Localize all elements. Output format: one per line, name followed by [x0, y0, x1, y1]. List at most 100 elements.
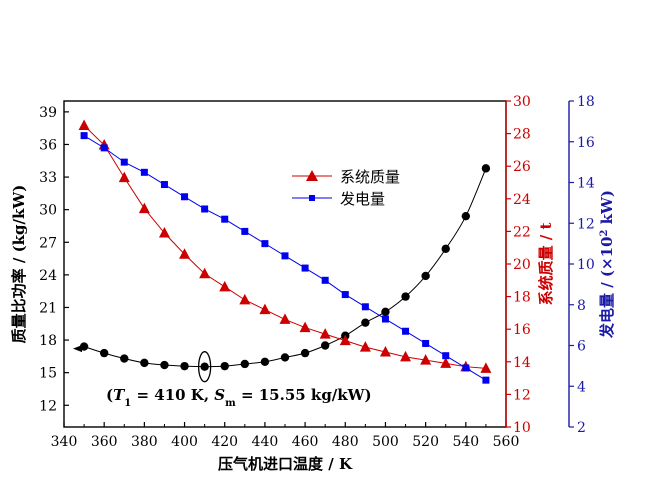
- data-point-system-mass: [199, 267, 211, 279]
- right-y-tick-label-power: 10: [577, 257, 595, 273]
- optimum-ellipse: [197, 351, 212, 383]
- data-point-power: [281, 252, 289, 260]
- right-y-tick-label-power: 12: [577, 216, 595, 232]
- left-y-tick-label: 30: [39, 203, 57, 219]
- optimum-annotation-text: (T1 = 410 K, Sm = 15.55 kg/kW): [106, 386, 372, 409]
- data-point-system-mass: [480, 362, 492, 373]
- data-point-specific-power: [160, 360, 169, 370]
- data-point-power: [442, 352, 450, 360]
- data-point-system-mass: [359, 341, 371, 352]
- left-y-tick-label: 18: [39, 333, 57, 349]
- data-point-power: [120, 158, 128, 166]
- legend-marker-triangle: [306, 170, 318, 181]
- right-y-tick-label-mass: 20: [513, 257, 531, 273]
- left-y-tick-label: 27: [39, 235, 57, 251]
- left-y-tick-label: 24: [39, 268, 57, 284]
- data-point-system-mass: [440, 357, 452, 368]
- data-point-system-mass: [339, 334, 351, 346]
- data-point-specific-power: [120, 354, 129, 363]
- right-y-tick-label-power: 6: [577, 339, 586, 355]
- left-y-tick-label: 36: [39, 137, 57, 153]
- data-point-specific-power: [481, 164, 491, 173]
- data-point-specific-power: [441, 244, 450, 253]
- left-y-tick-label: 39: [39, 105, 57, 121]
- right-y-tick-label-mass: 12: [513, 387, 531, 403]
- data-point-system-mass: [239, 293, 251, 305]
- plot-border: [63, 100, 507, 428]
- right-y-tick-label-mass: 10: [513, 420, 531, 436]
- right-y-tick-label-power: 4: [577, 379, 586, 395]
- optimum-annotation: (T1 = 410 K, Sm = 15.55 kg/kW): [106, 351, 372, 409]
- left-y-tick-label: 15: [39, 366, 57, 382]
- x-tick-label: 420: [211, 434, 238, 450]
- data-point-system-mass: [319, 328, 331, 339]
- data-point-power: [221, 215, 229, 223]
- data-point-system-mass: [118, 171, 130, 183]
- right-y-tick-label-mass: 30: [513, 94, 531, 110]
- x-tick-label: 340: [51, 434, 78, 450]
- right-y-tick-label-power: 8: [577, 298, 586, 314]
- data-point-system-mass: [400, 350, 412, 362]
- data-point-specific-power: [401, 292, 410, 301]
- data-point-specific-power: [361, 318, 370, 327]
- x-tick-label: 400: [171, 434, 198, 450]
- data-point-power: [361, 303, 369, 311]
- series-line-0: [83, 168, 487, 368]
- data-point-power: [140, 168, 148, 176]
- data-point-specific-power: [381, 307, 390, 317]
- data-point-system-mass: [420, 354, 432, 365]
- left-axis-arrow-head: [73, 345, 82, 353]
- data-point-power: [100, 144, 108, 152]
- data-point-power: [422, 339, 430, 347]
- data-point-specific-power: [200, 362, 209, 371]
- right-y-axis-title-power: 发电量 / (×102 kW): [598, 190, 616, 339]
- right-y-tick-label-mass: 26: [513, 159, 531, 175]
- data-point-system-mass: [259, 303, 271, 315]
- right-y-tick-label-power: 14: [577, 176, 595, 192]
- data-point-power: [80, 132, 88, 140]
- legend-label-mass: 系统质量: [340, 168, 400, 186]
- series-layer: [73, 119, 492, 384]
- right-y-tick-label-power: 18: [577, 94, 595, 110]
- x-tick-label: 560: [493, 434, 520, 450]
- x-axis-title: 压气机进口温度 / K: [218, 455, 353, 473]
- data-point-power: [462, 364, 470, 372]
- data-point-specific-power: [140, 358, 149, 368]
- right-y-tick-label-mass: 28: [513, 127, 531, 143]
- data-point-specific-power: [300, 348, 310, 358]
- plot-frame: 340 360 380 400 420 440 460 480 500 520 540 5601215…: [39, 94, 595, 450]
- x-tick-label: 480: [332, 434, 359, 450]
- legend: 系统质量 发电量: [292, 168, 400, 208]
- legend-label-power: 发电量: [340, 190, 385, 208]
- right-y-tick-label-mass: 14: [513, 355, 531, 371]
- data-point-specific-power: [240, 359, 250, 369]
- data-point-power: [482, 376, 490, 384]
- data-point-system-mass: [179, 248, 191, 259]
- data-point-power: [160, 181, 168, 189]
- data-point-system-mass: [299, 321, 311, 333]
- data-point-power: [181, 193, 189, 201]
- right-y-tick-label-mass: 18: [513, 290, 531, 306]
- x-tick-label: 500: [372, 434, 399, 450]
- data-point-system-mass: [279, 313, 291, 324]
- data-point-system-mass: [138, 202, 150, 214]
- right-y-tick-label-power: 16: [577, 135, 595, 151]
- data-point-power: [402, 327, 410, 335]
- data-point-power: [201, 205, 209, 213]
- data-point-specific-power: [260, 357, 270, 366]
- data-point-specific-power: [320, 341, 330, 350]
- left-y-tick-label: 12: [39, 398, 57, 414]
- x-tick-label: 540: [452, 434, 479, 450]
- data-point-specific-power: [461, 211, 471, 221]
- x-tick-label: 380: [131, 434, 158, 450]
- x-tick-label: 360: [91, 434, 118, 450]
- series-line-1: [83, 125, 486, 369]
- right-y-tick-label-mass: 16: [513, 322, 531, 338]
- right-y-axis-title-mass: 系统质量 / t: [537, 223, 555, 306]
- data-point-power: [241, 227, 249, 235]
- right-y-tick-label-mass: 22: [513, 224, 531, 240]
- left-y-tick-label: 33: [39, 170, 57, 186]
- right-y-tick-label-mass: 24: [513, 192, 531, 208]
- legend-marker-square: [309, 195, 315, 201]
